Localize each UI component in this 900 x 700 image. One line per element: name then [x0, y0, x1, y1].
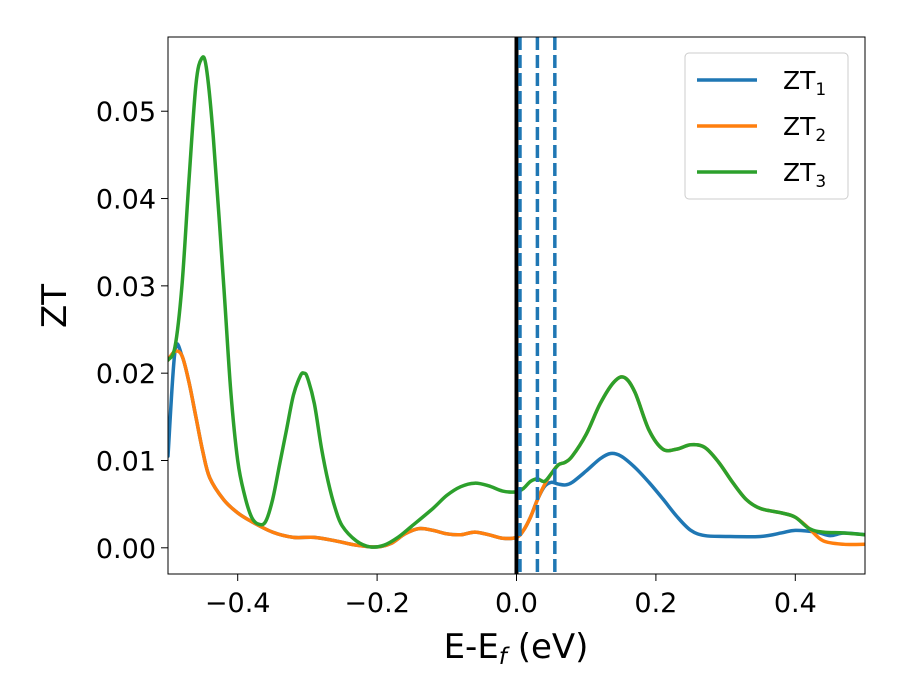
legend-label-sub: 3 [815, 172, 826, 192]
y-tick-label: 0.01 [96, 446, 156, 477]
y-axis: 0.00 0.01 0.02 0.03 0.04 0.05 [96, 97, 168, 565]
x-axis-title-sub: f [499, 644, 510, 670]
y-axis-title: ZT [35, 284, 75, 328]
x-tick-label: 0.0 [495, 588, 538, 619]
x-tick-label: −0.4 [205, 588, 271, 619]
legend-box [684, 52, 849, 200]
legend-label-zt2: ZT2 [783, 112, 826, 146]
x-tick-label: −0.2 [344, 588, 410, 619]
legend-label-base: ZT [783, 112, 816, 141]
x-axis-title-main: E-E [444, 627, 499, 667]
x-tick-label: 0.2 [634, 588, 677, 619]
y-tick-label: 0.04 [96, 185, 156, 216]
legend-label-base: ZT [783, 66, 816, 95]
legend-label-sub: 2 [815, 126, 826, 146]
legend-label-zt3: ZT3 [783, 158, 826, 192]
y-tick-label: 0.05 [96, 97, 156, 128]
reference-lines [514, 37, 557, 574]
x-tick-label: 0.4 [774, 588, 817, 619]
series-line-zt3 [168, 55, 865, 549]
y-tick-label: 0.03 [96, 272, 156, 303]
legend-label-zt1: ZT1 [783, 66, 826, 100]
legend-label-sub: 1 [815, 80, 826, 100]
x-axis-title: E-Ef (eV) [444, 627, 589, 670]
y-tick-label: 0.00 [96, 534, 156, 565]
x-axis-title-rest: (eV) [507, 627, 589, 667]
y-tick-label: 0.02 [96, 359, 156, 390]
x-axis: −0.4 −0.2 0.0 0.2 0.4 [205, 574, 817, 619]
legend-label-base: ZT [783, 158, 816, 187]
